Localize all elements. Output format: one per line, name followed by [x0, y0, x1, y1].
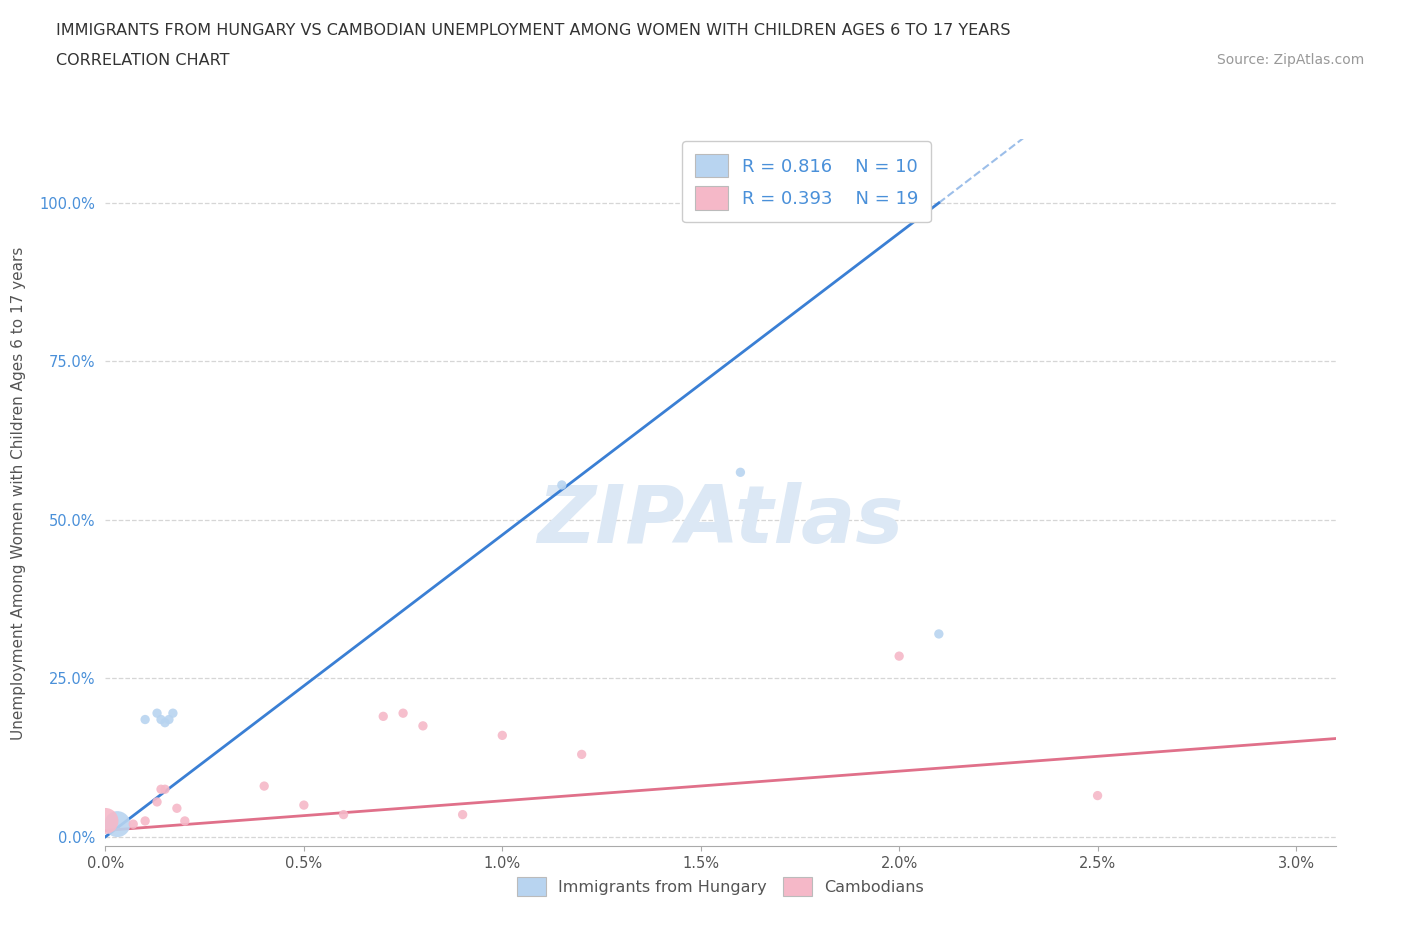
Point: [373, 709, 395, 724]
Point: [94, 814, 117, 829]
Point: [551, 477, 574, 492]
Point: [146, 794, 169, 809]
Text: IMMIGRANTS FROM HUNGARY VS CAMBODIAN UNEMPLOYMENT AMONG WOMEN WITH CHILDREN AGES: IMMIGRANTS FROM HUNGARY VS CAMBODIAN UNE…: [56, 23, 1011, 38]
Point: [889, 649, 911, 664]
Point: [166, 801, 188, 816]
Point: [150, 712, 173, 727]
Point: [491, 728, 513, 743]
Point: [162, 706, 184, 721]
Point: [292, 798, 315, 813]
Y-axis label: Unemployment Among Women with Children Ages 6 to 17 years: Unemployment Among Women with Children A…: [11, 246, 25, 739]
Point: [105, 817, 128, 831]
Point: [571, 747, 593, 762]
Point: [392, 706, 415, 721]
Text: ZIPAtlas: ZIPAtlas: [537, 482, 904, 560]
Point: [153, 715, 176, 730]
Point: [157, 712, 180, 727]
Point: [134, 814, 156, 829]
Point: [134, 712, 156, 727]
Point: [150, 782, 173, 797]
Point: [412, 718, 434, 733]
Text: CORRELATION CHART: CORRELATION CHART: [56, 53, 229, 68]
Point: [253, 778, 276, 793]
Legend: Immigrants from Hungary, Cambodians: Immigrants from Hungary, Cambodians: [510, 870, 931, 902]
Point: [451, 807, 474, 822]
Point: [122, 817, 145, 831]
Point: [173, 814, 195, 829]
Point: [730, 465, 752, 480]
Point: [153, 782, 176, 797]
Text: Source: ZipAtlas.com: Source: ZipAtlas.com: [1216, 53, 1364, 67]
Point: [1087, 788, 1109, 803]
Point: [928, 627, 950, 642]
Point: [146, 706, 169, 721]
Point: [332, 807, 354, 822]
